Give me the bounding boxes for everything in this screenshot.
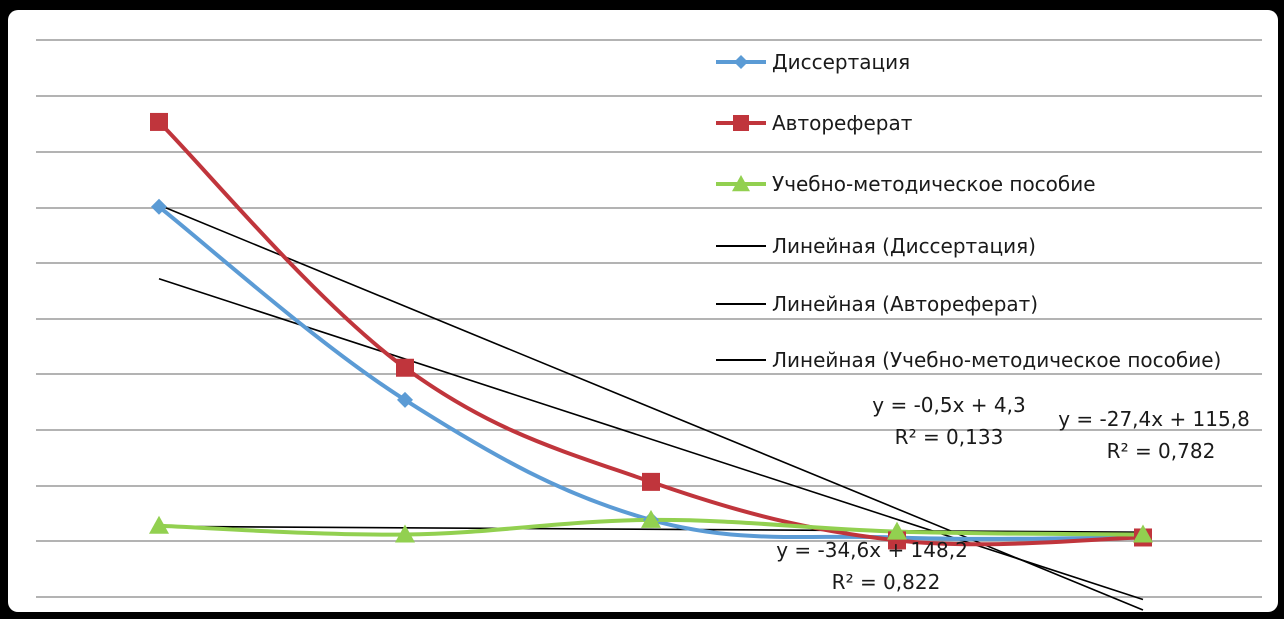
data-point — [887, 521, 907, 540]
legend-label: Линейная (Автореферат) — [772, 292, 1038, 316]
legend-item: Автореферат — [716, 111, 913, 135]
legend-item: Диссертация — [716, 50, 910, 74]
trendline-equation: y = -34,6x + 148,2 — [776, 538, 968, 562]
trendline-3 — [158, 525, 1144, 534]
legend-marker — [733, 115, 749, 131]
data-point — [396, 358, 414, 377]
data-point — [641, 509, 661, 528]
data-point — [150, 112, 168, 131]
series-line-1 — [157, 205, 1144, 541]
trendline-r-squared: R² = 0,782 — [1107, 439, 1216, 463]
series-line-2 — [157, 120, 1144, 547]
trendline-equation: y = -27,4x + 115,8 — [1058, 407, 1250, 431]
legend-marker — [732, 175, 750, 192]
legend-label: Линейная (Учебно-методическое пособие) — [772, 348, 1221, 372]
legend-item: Линейная (Диссертация) — [716, 234, 1036, 258]
legend-item: Линейная (Учебно-методическое пособие) — [716, 348, 1221, 372]
data-point — [642, 472, 660, 491]
data-point — [1133, 524, 1153, 543]
data-point — [397, 391, 413, 408]
chart-area — [8, 10, 1278, 612]
series-markers — [149, 112, 1153, 550]
legend-item: Линейная (Автореферат) — [716, 292, 1038, 316]
data-point — [395, 524, 415, 543]
data-point — [149, 515, 169, 534]
legend-label: Автореферат — [772, 111, 913, 135]
legend-label: Учебно-методическое пособие — [772, 172, 1096, 196]
trendline-equations: y = -27,4x + 115,8 R² = 0,782 y = -34,6x +… — [776, 393, 1250, 594]
trendline-r-squared: R² = 0,822 — [832, 570, 941, 594]
data-point — [151, 198, 167, 215]
gridlines — [36, 39, 1262, 598]
legend-label: Линейная (Диссертация) — [772, 234, 1036, 258]
legend-label: Диссертация — [772, 50, 910, 74]
legend: Диссертация Автореферат Учебно-методическо… — [716, 50, 1221, 372]
trendline-r-squared: R² = 0,133 — [895, 425, 1004, 449]
legend-marker — [734, 55, 748, 69]
legend-item: Учебно-методическое пособие — [716, 172, 1096, 196]
trendline-equation: y = -0,5x + 4,3 — [872, 393, 1025, 417]
